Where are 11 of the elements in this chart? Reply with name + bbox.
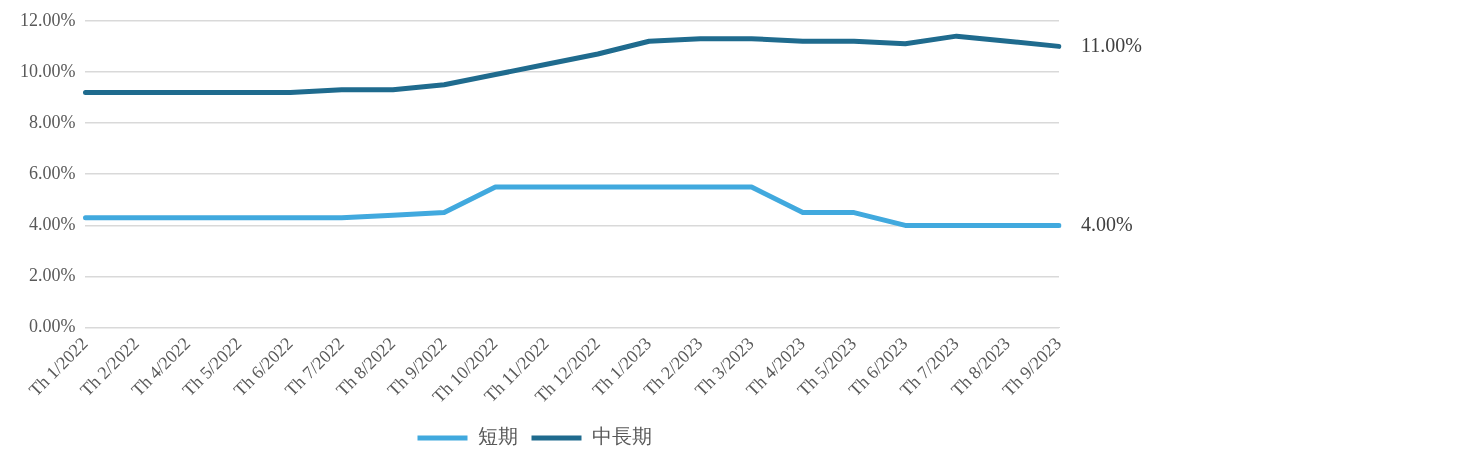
- y-tick-label: 0.00%: [28, 316, 76, 337]
- data-label: 4.00%: [1081, 212, 1133, 235]
- legend-label: 短期: [477, 425, 518, 448]
- y-tick-label: 8.00%: [28, 111, 76, 132]
- y-tick-label: 2.00%: [28, 265, 76, 286]
- y-tick-label: 12.00%: [19, 9, 76, 30]
- data-label: 11.00%: [1081, 33, 1142, 56]
- y-tick-label: 6.00%: [28, 162, 76, 183]
- legend-label: 中長期: [591, 425, 652, 448]
- y-tick-label: 4.00%: [28, 214, 76, 235]
- y-tick-label: 10.00%: [19, 60, 76, 81]
